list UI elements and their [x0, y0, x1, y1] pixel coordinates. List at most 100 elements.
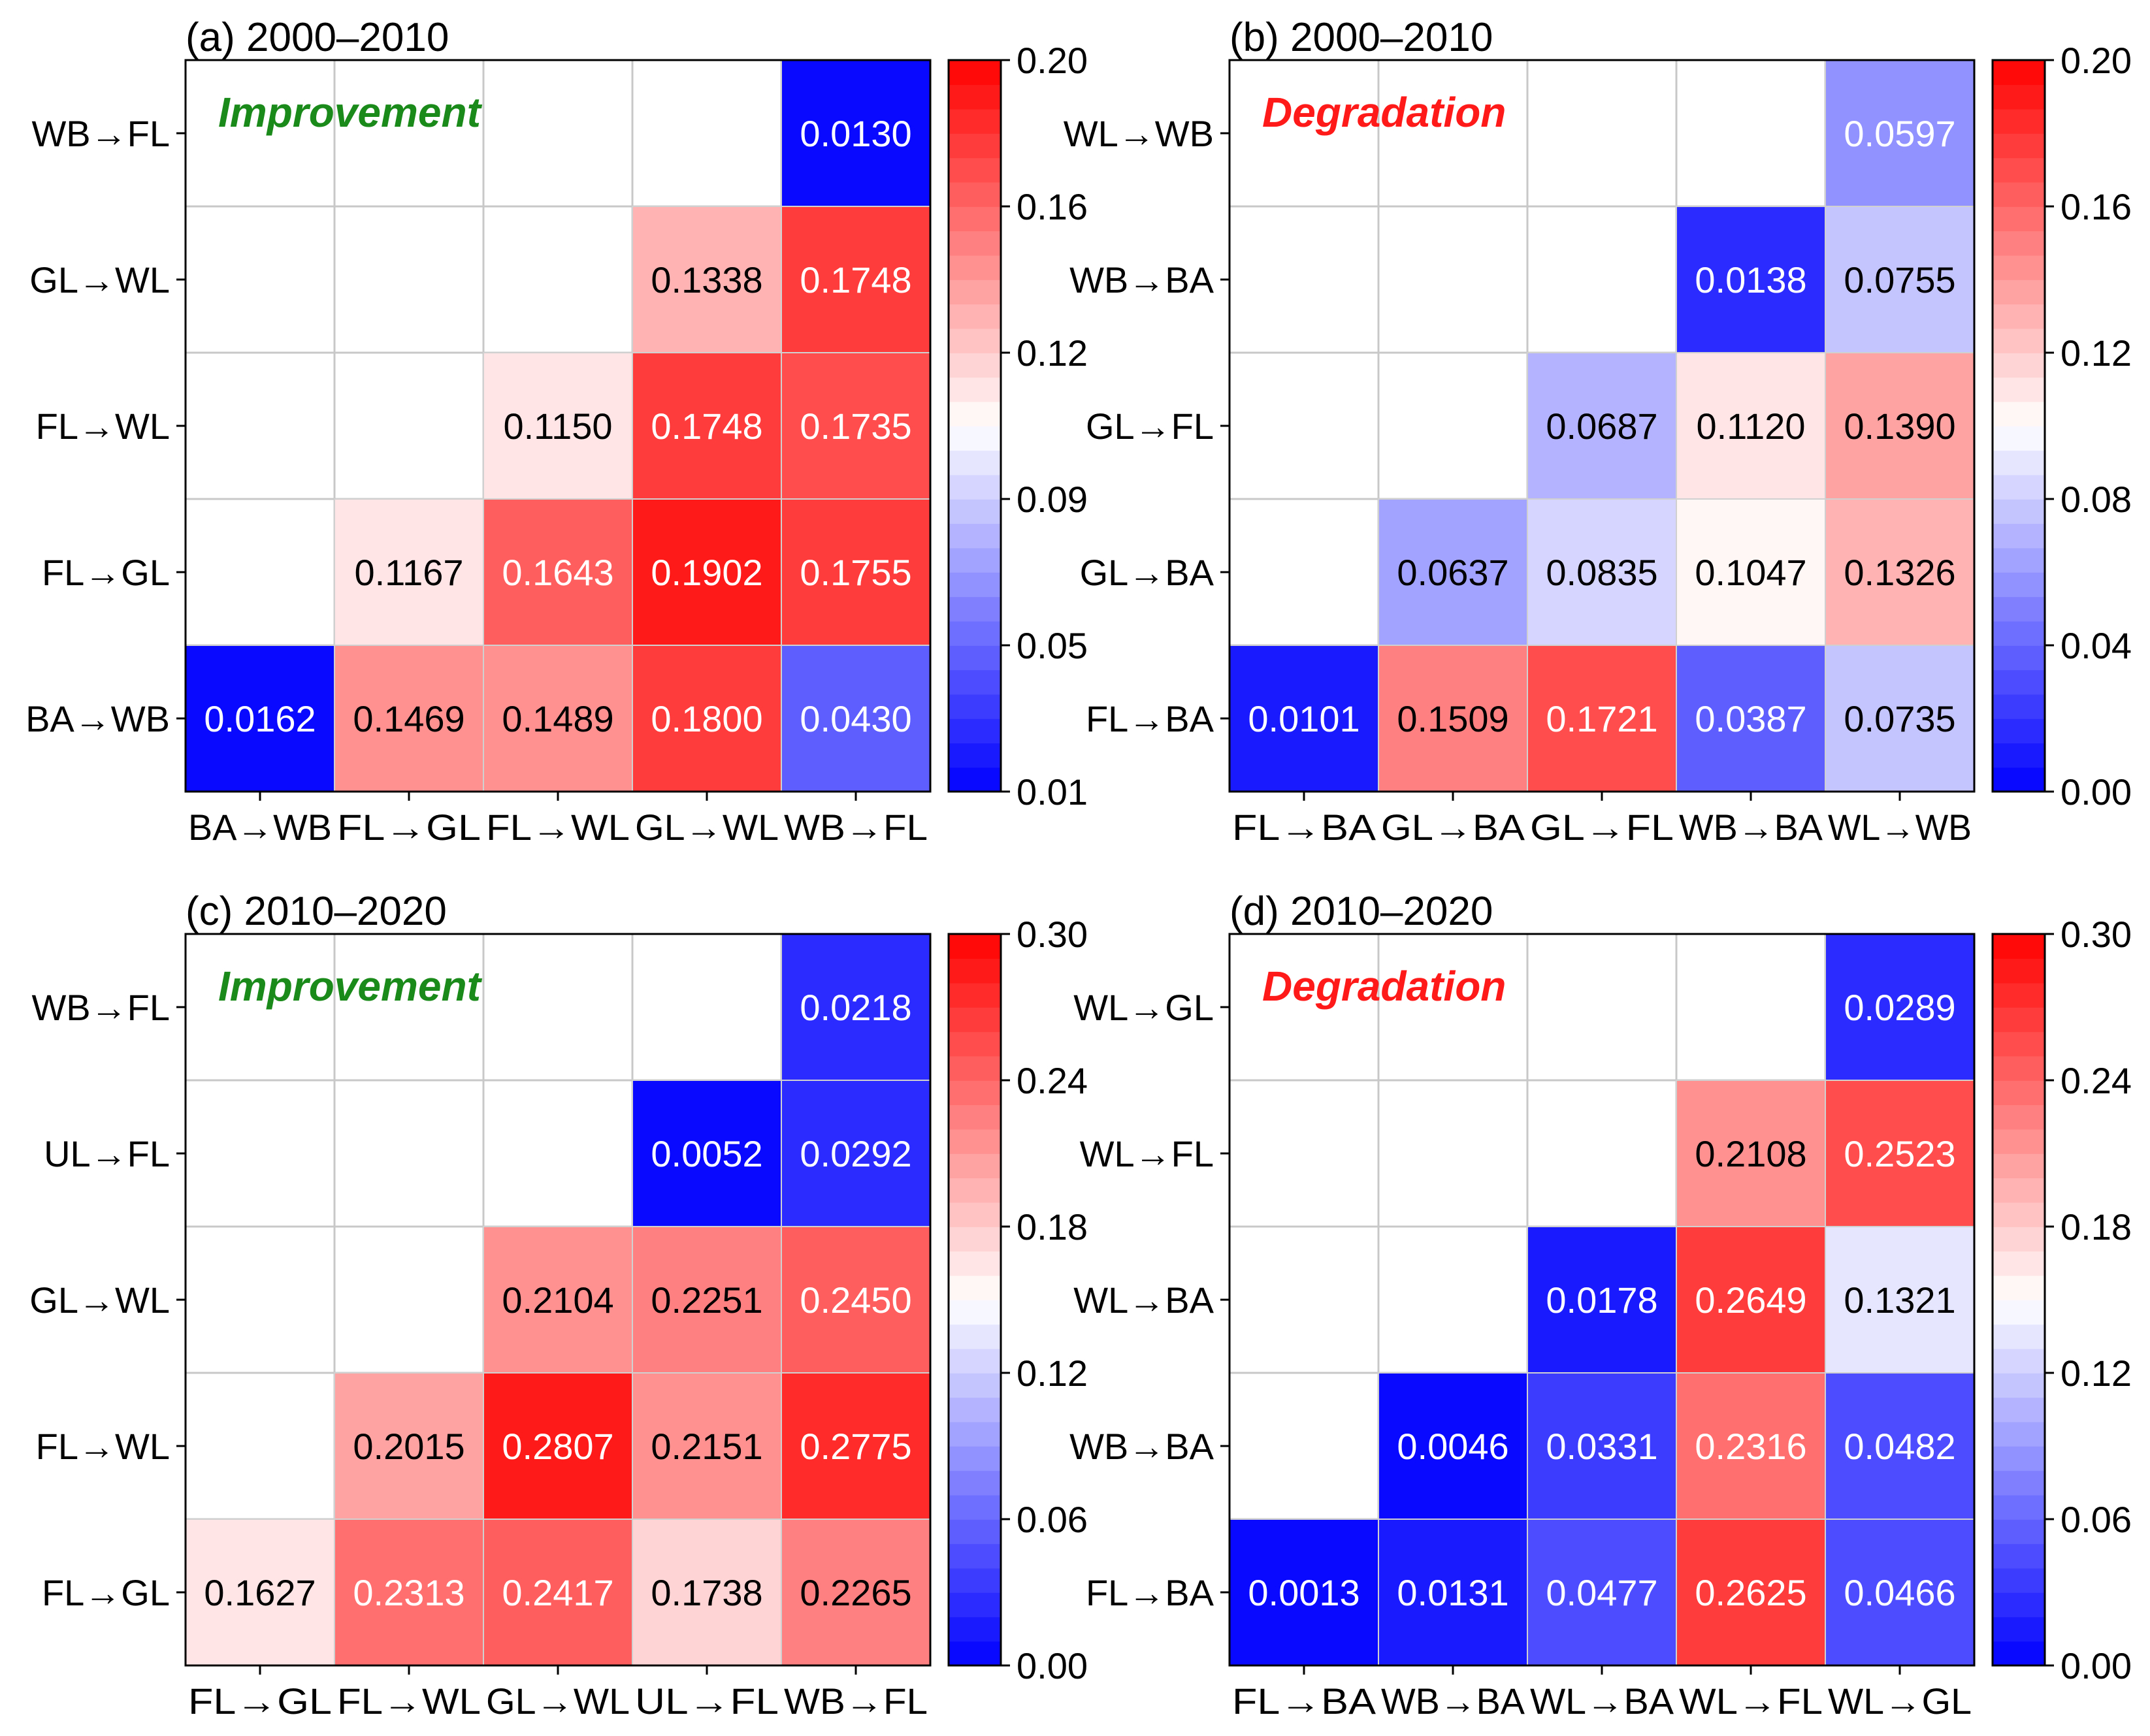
- colorbar-step: [1993, 1202, 2045, 1227]
- colorbar: 0.20 0.16 0.12 0.09 0.05 0.01: [947, 40, 1088, 812]
- cell-value-label: 0.0013: [1248, 1572, 1360, 1613]
- heatmap-cell: [632, 498, 782, 646]
- cell-value-label: 0.0292: [800, 1133, 911, 1174]
- cell-value-label: 0.0130: [800, 113, 911, 154]
- colorbar-step: [949, 304, 1001, 329]
- colorbar-step: [1993, 1494, 2045, 1520]
- colorbar-step: [1993, 1543, 2045, 1569]
- panel-title: (a) 2000–2010: [186, 15, 449, 60]
- x-tick-label: GL→BA: [1381, 807, 1525, 848]
- colorbar-step: [1993, 645, 2045, 671]
- cell-value-label: 0.0046: [1397, 1426, 1508, 1467]
- colorbar-step: [1993, 620, 2045, 646]
- colorbar-tick-label: 0.00: [1017, 1645, 1088, 1686]
- colorbar-step: [949, 206, 1001, 232]
- colorbar-step: [949, 620, 1001, 646]
- colorbar-step: [1993, 1153, 2045, 1179]
- colorbar-step: [949, 1567, 1001, 1593]
- heatmap-cell: [483, 1519, 633, 1666]
- x-tick-label: FL→BA: [1232, 1680, 1376, 1722]
- colorbar: 0.30 0.24 0.18 0.12 0.06 0.00: [947, 914, 1088, 1686]
- colorbar-step: [949, 1421, 1001, 1447]
- colorbar-step: [1993, 572, 2045, 598]
- heatmap-cell: [483, 352, 633, 500]
- cell-value-label: 0.2807: [502, 1426, 613, 1467]
- y-tick-label: FL→WL: [36, 1426, 170, 1467]
- heatmap-cell: [1676, 498, 1826, 646]
- y-tick-label: FL→GL: [42, 552, 170, 593]
- cell-value-label: 0.1150: [503, 406, 612, 447]
- colorbar-step: [949, 1519, 1001, 1545]
- colorbar-tick-label: 0.20: [2060, 40, 2132, 81]
- colorbar-step: [949, 1104, 1001, 1130]
- x-tick-label: UL→FL: [635, 1680, 779, 1722]
- x-tick-label: FL→GL: [188, 1680, 332, 1722]
- y-tick-label: FL→BA: [1086, 1572, 1214, 1613]
- heatmap-cell: [781, 645, 931, 792]
- heatmap-cell: [334, 498, 484, 646]
- colorbar: 0.30 0.24 0.18 0.12 0.06 0.00: [1991, 914, 2132, 1686]
- panel-annotation: Degradation: [1262, 89, 1506, 136]
- colorbar-step: [1993, 694, 2045, 719]
- cell-value-label: 0.0387: [1695, 698, 1806, 739]
- colorbar-step: [1993, 1616, 2045, 1642]
- y-tick-label: WL→BA: [1073, 1279, 1214, 1321]
- heatmap-cell: [1825, 1519, 1975, 1666]
- colorbar-step: [949, 982, 1001, 1008]
- colorbar-step: [949, 1373, 1001, 1398]
- heatmap-cell: [781, 1519, 931, 1666]
- cell-value-label: 0.2108: [1695, 1133, 1806, 1174]
- colorbar-tick-label: 0.16: [2060, 186, 2132, 227]
- colorbar-step: [1993, 133, 2045, 159]
- cell-value-label: 0.2316: [1695, 1426, 1806, 1467]
- colorbar-step: [1993, 1470, 2045, 1496]
- heatmap-panel-1: (a) 2000–2010 0.0130 0.1338 0.1748 0.1150 0.1…: [25, 15, 1088, 848]
- cell-value-label: 0.2104: [502, 1279, 613, 1321]
- colorbar-tick-label: 0.24: [2060, 1060, 2132, 1101]
- colorbar-step: [949, 523, 1001, 549]
- colorbar-step: [949, 328, 1001, 353]
- colorbar-step: [1993, 157, 2045, 183]
- colorbar-step: [949, 1616, 1001, 1642]
- colorbar-tick-label: 0.12: [2060, 1353, 2132, 1394]
- x-tick-label: WB→BA: [1679, 807, 1823, 848]
- colorbar-frame: [947, 933, 1002, 1667]
- heatmap-cell: [1378, 498, 1528, 646]
- colorbar-step: [1993, 1592, 2045, 1618]
- heatmap-cell: [185, 645, 335, 792]
- colorbar-step: [949, 645, 1001, 671]
- heatmap-cell: [1378, 1519, 1528, 1666]
- colorbar-step: [1993, 474, 2045, 500]
- colorbar-step: [1993, 426, 2045, 451]
- cell-value-label: 0.0835: [1546, 552, 1657, 593]
- heatmap-cell: [483, 1372, 633, 1520]
- heatmap-cell: [1825, 933, 1975, 1081]
- colorbar-step: [949, 157, 1001, 183]
- cell-value-label: 0.1167: [354, 552, 463, 593]
- cell-value-label: 0.1489: [502, 698, 613, 739]
- colorbar-step: [949, 377, 1001, 402]
- colorbar-step: [949, 1007, 1001, 1033]
- cell-value-label: 0.0637: [1397, 552, 1508, 593]
- cell-value-label: 0.2151: [651, 1426, 762, 1467]
- heatmap-cell: [1676, 1080, 1826, 1227]
- y-tick-label: WB→FL: [31, 113, 170, 154]
- colorbar-step: [1993, 377, 2045, 402]
- cell-value-label: 0.2313: [353, 1572, 464, 1613]
- x-tick-label: WL→GL: [1828, 1680, 1972, 1722]
- colorbar-step: [949, 401, 1001, 426]
- heatmap-cell: [781, 1372, 931, 1520]
- heatmap-cell: [1676, 1226, 1826, 1374]
- colorbar-step: [1993, 718, 2045, 744]
- cell-value-label: 0.1047: [1695, 552, 1806, 593]
- cell-value-label: 0.0289: [1844, 987, 1955, 1028]
- colorbar-step: [1993, 934, 2045, 959]
- cell-value-label: 0.2625: [1695, 1572, 1806, 1613]
- colorbar-step: [1993, 401, 2045, 426]
- colorbar-step: [949, 1641, 1001, 1666]
- colorbar-step: [949, 1080, 1001, 1106]
- x-tick-label: WB→BA: [1381, 1680, 1525, 1722]
- cell-value-label: 0.1627: [204, 1572, 316, 1613]
- heatmap-cell: [1378, 1372, 1528, 1520]
- colorbar-step: [1993, 1397, 2045, 1423]
